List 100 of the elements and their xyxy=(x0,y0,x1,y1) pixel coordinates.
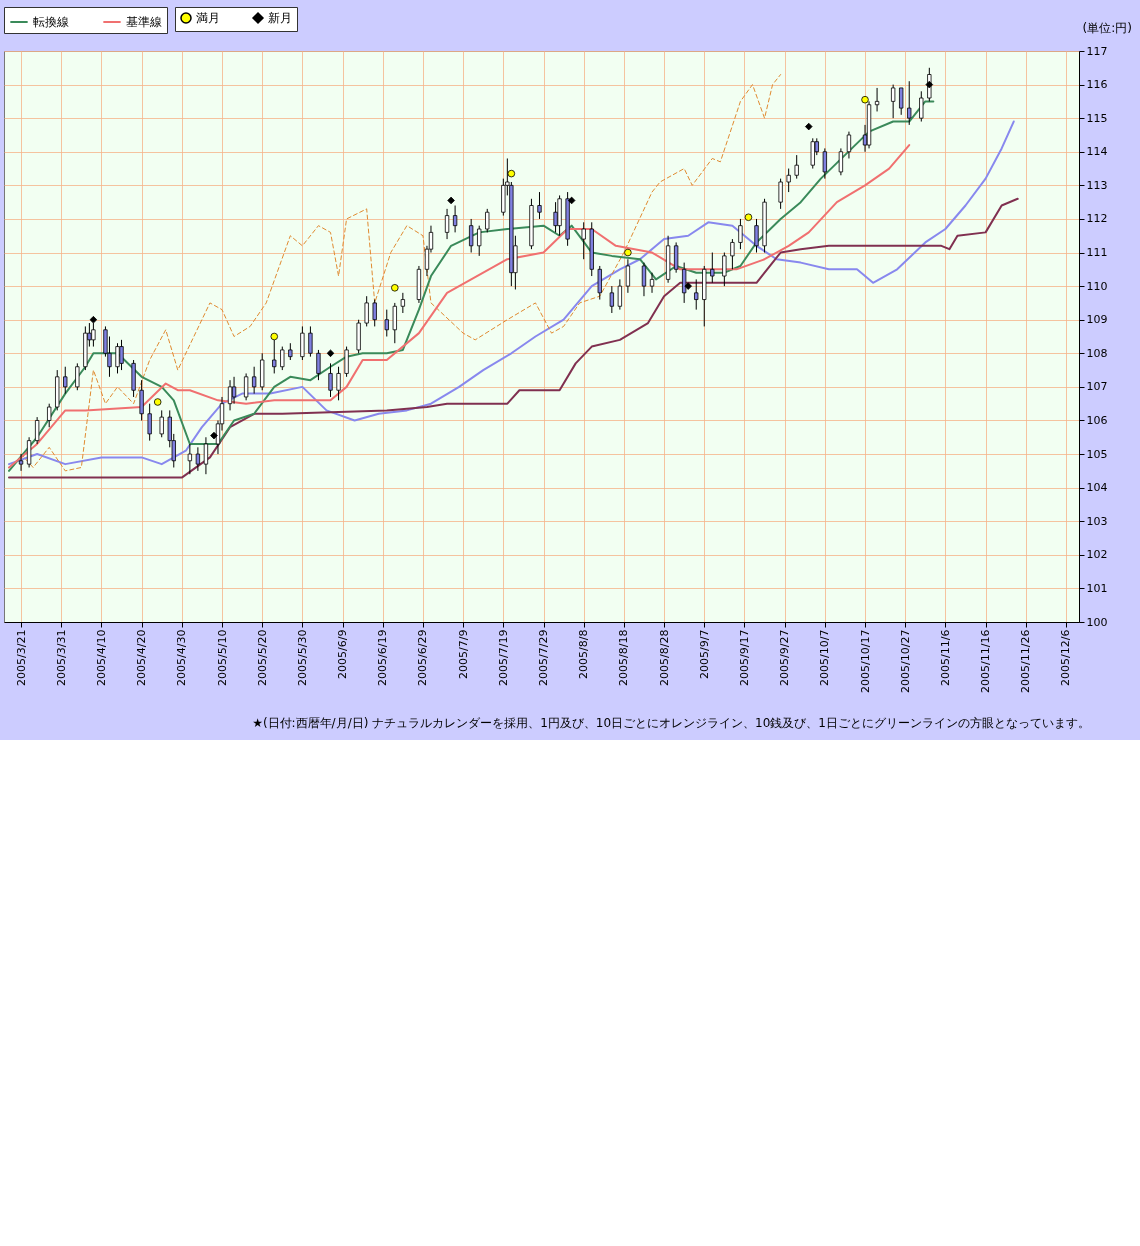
y-tick-label: 101 xyxy=(1086,581,1108,595)
candlestick xyxy=(581,221,586,260)
x-tick-label: 2005/11/26 xyxy=(1019,629,1033,693)
x-tick-label: 2005/6/19 xyxy=(376,629,390,686)
x-tick-label: 2005/12/6 xyxy=(1059,629,1073,686)
candlestick xyxy=(364,295,369,327)
y-tick-label: 108 xyxy=(1086,346,1108,360)
x-tick-label: 2005/11/6 xyxy=(938,629,952,686)
point xyxy=(861,95,869,104)
candlestick xyxy=(344,346,349,378)
x-tick-label: 2005/6/9 xyxy=(336,629,350,679)
y-tick-label: 116 xyxy=(1086,78,1108,92)
candlestick xyxy=(625,258,631,294)
point xyxy=(89,315,98,324)
candlestick xyxy=(641,262,647,297)
candlestick xyxy=(838,147,844,176)
point xyxy=(684,282,692,290)
candlestick xyxy=(243,372,249,401)
x-tick-label: 2005/3/31 xyxy=(54,629,68,686)
candlestick xyxy=(874,87,880,112)
y-tick-label: 103 xyxy=(1086,514,1108,528)
y-tick-label: 113 xyxy=(1086,178,1108,192)
point xyxy=(744,213,753,222)
x-tick-label: 2005/11/16 xyxy=(979,629,993,693)
candlestick xyxy=(822,147,827,180)
candlestick xyxy=(195,446,201,472)
candlestick xyxy=(139,379,144,421)
line-series xyxy=(20,74,782,472)
candlestick xyxy=(75,362,80,391)
candlestick xyxy=(384,309,389,337)
candlestick xyxy=(26,436,32,468)
y-tick-label: 110 xyxy=(1086,279,1108,293)
candlestick xyxy=(794,154,799,180)
x-tick-label: 2005/9/27 xyxy=(778,629,792,686)
y-tick-label: 114 xyxy=(1086,145,1108,159)
candlestick xyxy=(115,342,120,374)
candlestick xyxy=(553,201,558,233)
y-tick-label: 112 xyxy=(1086,212,1108,226)
candlestick xyxy=(537,191,542,220)
candlestick xyxy=(444,208,450,240)
y-tick-label: 111 xyxy=(1086,246,1108,260)
x-tick-label: 2005/5/10 xyxy=(215,629,229,686)
candlestick xyxy=(147,403,152,442)
y-tick-label: 106 xyxy=(1086,413,1108,427)
candlestick xyxy=(34,416,40,445)
point xyxy=(624,248,632,257)
text: (単位:円) xyxy=(1082,20,1132,37)
candlestick xyxy=(609,285,614,314)
x-tick-label: 2005/10/17 xyxy=(858,629,872,693)
x-tick-label: 2005/8/18 xyxy=(617,629,631,686)
legend-label: 基準線 xyxy=(126,15,162,29)
point xyxy=(447,196,455,205)
candlestick xyxy=(919,90,924,123)
candlestick xyxy=(722,252,727,287)
candlestick xyxy=(810,137,815,170)
x-tick-label: 2005/5/20 xyxy=(255,629,269,686)
y-tick-label: 104 xyxy=(1086,481,1108,495)
candlestick xyxy=(18,453,24,472)
y-tick-label: 109 xyxy=(1086,313,1108,327)
legend-label: 新月 xyxy=(268,11,292,25)
y-tick-label: 102 xyxy=(1086,548,1108,562)
candlestick xyxy=(846,131,852,159)
x-tick-label: 2005/7/29 xyxy=(537,629,551,686)
point xyxy=(925,80,934,89)
candlestick xyxy=(252,366,257,395)
candlestick xyxy=(187,443,192,475)
y-tick-label: 105 xyxy=(1086,447,1108,461)
y-tick-label: 117 xyxy=(1086,44,1108,58)
x-tick-label: 2005/4/10 xyxy=(94,629,108,686)
candlestick xyxy=(891,84,896,119)
candlestick xyxy=(328,362,333,398)
x-tick-label: 2005/9/17 xyxy=(737,629,751,686)
candlestick xyxy=(300,325,305,361)
point xyxy=(567,196,576,205)
candlestick xyxy=(597,265,602,301)
text: ★(日付:西暦年/月/日) ナチュラルカレンダーを採用、1円及び、10日ごとにオレンジライン、10銭及び、1日ごとにグリーンラインの方眼となっています。 xyxy=(251,715,1091,732)
point xyxy=(210,431,218,440)
candlestick xyxy=(280,346,285,371)
point xyxy=(805,122,813,131)
candlestick xyxy=(694,278,699,311)
candlestick xyxy=(710,252,715,284)
x-tick-label: 2005/10/7 xyxy=(818,629,832,686)
x-tick-label: 2005/8/28 xyxy=(657,629,671,686)
x-tick-label: 2005/4/20 xyxy=(135,629,149,686)
candlestick xyxy=(899,87,904,116)
candlestick xyxy=(786,168,791,193)
point xyxy=(507,169,516,178)
candlestick xyxy=(227,379,233,411)
candlestick xyxy=(617,278,623,311)
candlestick xyxy=(730,238,735,270)
x-tick-label: 2005/7/19 xyxy=(496,629,510,686)
candlestick xyxy=(308,325,313,358)
x-tick-label: 2005/9/7 xyxy=(697,629,711,679)
candlestick xyxy=(477,225,482,257)
x-tick-label: 2005/3/21 xyxy=(14,629,28,686)
point xyxy=(326,349,335,358)
x-tick-label: 2005/4/30 xyxy=(175,629,189,686)
candlestick xyxy=(392,302,397,344)
x-tick-label: 2005/8/8 xyxy=(577,629,591,679)
x-tick-label: 2005/7/9 xyxy=(456,629,470,679)
